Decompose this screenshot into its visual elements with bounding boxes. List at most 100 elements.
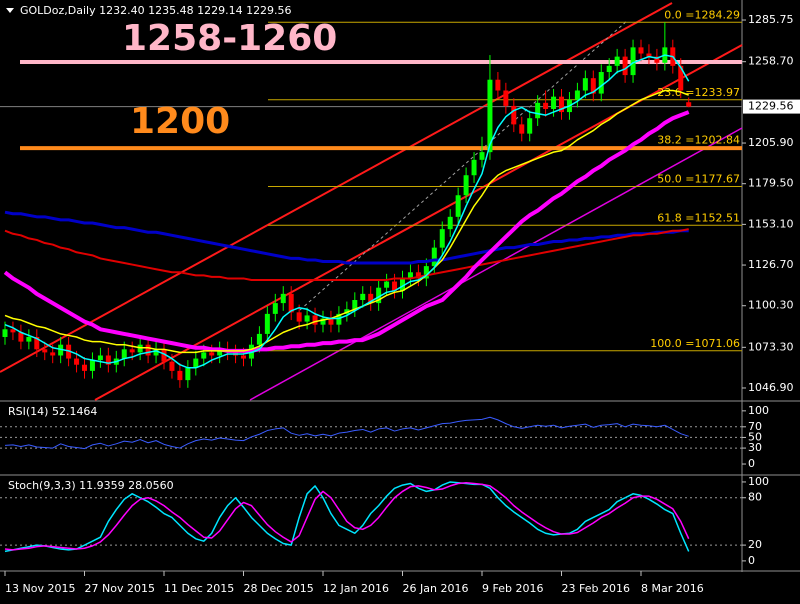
- candle-body: [320, 318, 326, 325]
- candle-body: [89, 360, 95, 371]
- candle-body: [407, 272, 413, 279]
- candle-body: [686, 102, 692, 107]
- candle-body: [352, 300, 358, 310]
- indicator-line: [4, 228, 689, 281]
- candle-body: [169, 361, 175, 371]
- x-tick-label: 8 Mar 2016: [641, 582, 704, 595]
- candle-body: [551, 96, 557, 109]
- candle-body: [264, 313, 270, 334]
- candle-body: [185, 367, 191, 381]
- candle-body: [606, 65, 612, 73]
- fib-label: 38.2 =1202.84: [657, 134, 740, 147]
- x-tick-label: 11 Dec 2015: [164, 582, 234, 595]
- candle-body: [646, 53, 652, 57]
- candle-body: [439, 229, 445, 248]
- last-price-box: [743, 99, 800, 114]
- indicator-line: [4, 481, 690, 551]
- candle-body: [622, 56, 628, 76]
- fib-label: 50.0 =1177.67: [657, 173, 740, 186]
- x-tick-label: 28 Dec 2015: [244, 582, 314, 595]
- y-tick-label: 20: [748, 538, 762, 551]
- candle-body: [18, 332, 24, 342]
- y-tick-label: 1205.90: [748, 136, 794, 149]
- fib-label: 0.0 =1284.29: [664, 8, 740, 21]
- candle-body: [153, 349, 159, 356]
- candle-body: [431, 247, 437, 267]
- candle-body: [654, 56, 660, 63]
- candle-body: [58, 344, 64, 356]
- channel-line: [0, 2, 673, 373]
- candle-body: [519, 124, 525, 134]
- y-tick-label: 100: [748, 404, 769, 417]
- candle-body: [527, 118, 533, 134]
- candle-body: [50, 352, 56, 356]
- candle-body: [614, 56, 620, 66]
- x-tick-label: 9 Feb 2016: [482, 582, 543, 595]
- candle-body: [288, 293, 294, 313]
- candle-body: [217, 349, 223, 356]
- menu-icon[interactable]: [6, 8, 14, 13]
- y-tick-label: 50: [748, 430, 762, 443]
- indicator-line: [4, 89, 689, 354]
- candle-body: [590, 78, 596, 94]
- candle-body: [2, 329, 8, 337]
- candle-body: [376, 287, 382, 304]
- candle-body: [328, 318, 334, 325]
- stoch-title: Stoch(9,3,3) 11.9359 28.0560: [8, 479, 174, 492]
- y-tick-label: 1100.30: [748, 299, 794, 312]
- candle-body: [360, 293, 366, 301]
- candle-body: [42, 349, 48, 353]
- indicator-line: [3, 110, 690, 353]
- candle-body: [296, 312, 302, 322]
- fib-label: 100.0 =1071.06: [650, 337, 740, 350]
- last-price-label: 1229.56: [748, 100, 794, 113]
- y-tick-label: 1046.90: [748, 381, 794, 394]
- candle-body: [137, 344, 143, 353]
- candle-body: [463, 175, 469, 196]
- candle-body: [336, 313, 342, 325]
- x-tick-label: 23 Feb 2016: [562, 582, 630, 595]
- y-tick-label: 70: [748, 420, 762, 433]
- rsi-title: RSI(14) 52.1464: [8, 405, 97, 418]
- y-tick-label: 80: [748, 491, 762, 504]
- candle-body: [455, 195, 461, 217]
- annotation: 1258-1260: [122, 18, 337, 59]
- candle-body: [177, 370, 183, 381]
- x-tick-label: 12 Jan 2016: [323, 582, 389, 595]
- candle-body: [415, 272, 421, 279]
- y-tick-label: 1258.70: [748, 55, 794, 68]
- y-tick-label: 1153.10: [748, 217, 794, 230]
- y-tick-label: 1126.70: [748, 258, 794, 271]
- indicator-line: [4, 416, 689, 450]
- y-tick-label: 30: [748, 441, 762, 454]
- indicator-line: [4, 210, 689, 265]
- candle-body: [256, 333, 262, 345]
- candle-body: [630, 47, 636, 76]
- candle-body: [161, 349, 167, 362]
- y-tick-label: 0: [748, 457, 755, 470]
- candle-body: [97, 355, 103, 361]
- candle-body: [368, 293, 374, 304]
- fib-label: 23.6 =1233.97: [657, 86, 740, 99]
- y-tick-label: 0: [748, 554, 755, 567]
- candle-body: [145, 344, 151, 356]
- candle-body: [121, 349, 127, 359]
- candle-body: [598, 72, 604, 94]
- annotation: 1200: [130, 101, 230, 142]
- fib-label: 61.8 =1152.51: [657, 211, 740, 224]
- y-tick-label: 1179.50: [748, 177, 794, 190]
- candle-body: [201, 352, 207, 359]
- candle-body: [304, 315, 310, 322]
- candle-body: [272, 303, 278, 314]
- candle-body: [241, 355, 246, 359]
- candle-body: [503, 90, 509, 106]
- candle-body: [543, 102, 549, 109]
- candle-body: [582, 78, 588, 91]
- candle-body: [105, 355, 111, 365]
- y-tick-label: 1073.30: [748, 340, 794, 353]
- trend-line: [249, 127, 743, 401]
- candle-body: [638, 47, 644, 54]
- candle-body: [511, 105, 517, 125]
